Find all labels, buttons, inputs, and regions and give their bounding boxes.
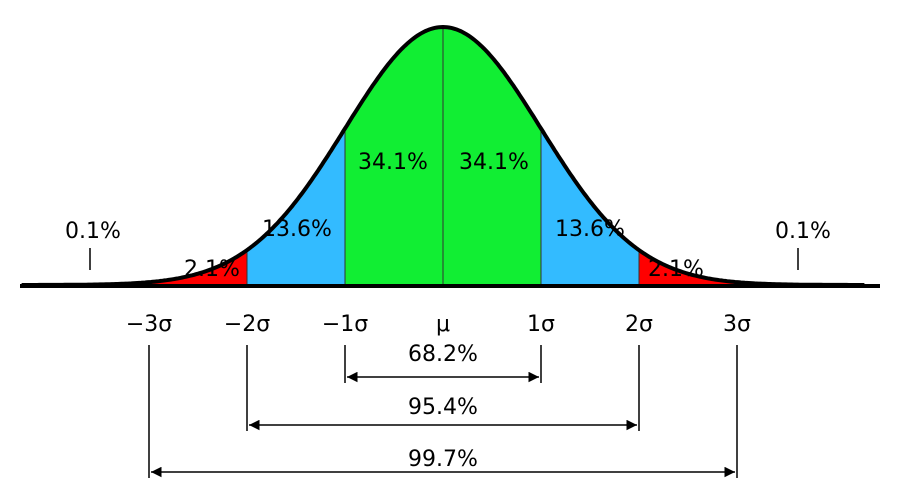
axis-label: −3σ <box>126 312 172 337</box>
range-label: 68.2% <box>408 342 478 367</box>
region-label: 13.6% <box>262 217 332 242</box>
axis-label: 2σ <box>625 312 653 337</box>
axis-label: μ <box>436 312 450 337</box>
region-label: 2.1% <box>184 257 240 282</box>
region-label: 34.1% <box>459 150 529 175</box>
region-label: 0.1% <box>65 219 121 244</box>
divider-lines <box>148 27 738 285</box>
axis-label: 1σ <box>527 312 555 337</box>
range-label: 95.4% <box>408 395 478 420</box>
region <box>639 250 786 285</box>
axis-label: −1σ <box>322 312 368 337</box>
range-label: 99.7% <box>408 447 478 472</box>
region <box>100 250 247 285</box>
region-label: 13.6% <box>555 217 625 242</box>
region-label: 2.1% <box>648 257 704 282</box>
region-label: 0.1% <box>775 219 831 244</box>
axis-label: −2σ <box>224 312 270 337</box>
labels: 0.1% 2.1% 13.6% 34.1% 34.1% 13.6% 2.1% 0.1% −3σ −… <box>65 150 831 478</box>
bell-curve <box>21 24 865 287</box>
axis-label: 3σ <box>723 312 751 337</box>
region-label: 34.1% <box>358 150 428 175</box>
